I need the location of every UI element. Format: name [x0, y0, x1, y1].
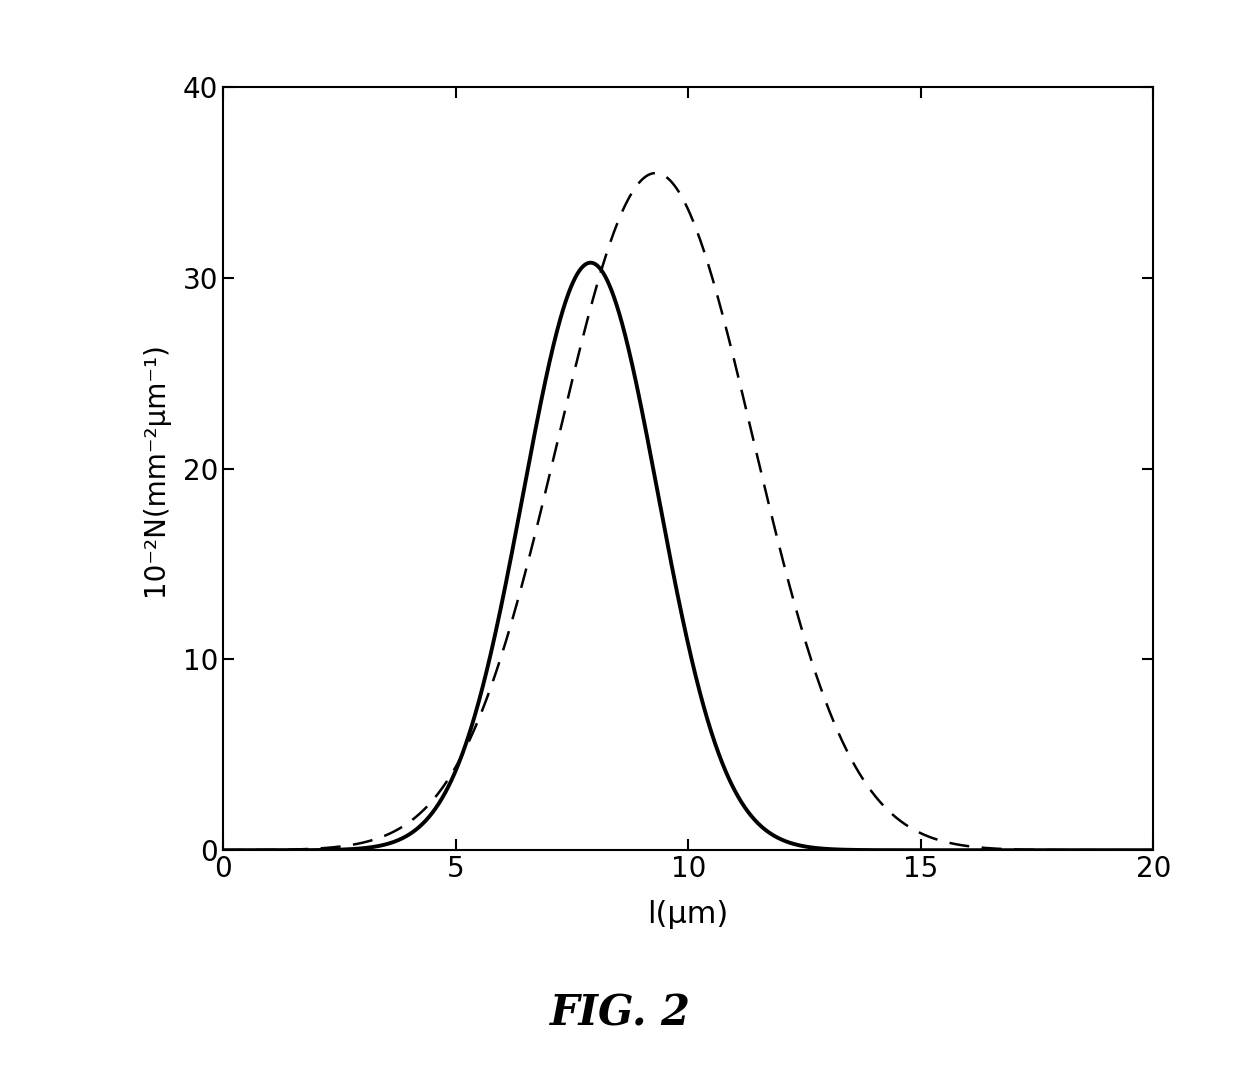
X-axis label: l(μm): l(μm) — [647, 899, 729, 929]
Text: FIG. 2: FIG. 2 — [549, 993, 691, 1034]
Y-axis label: 10⁻²N(mm⁻²μm⁻¹): 10⁻²N(mm⁻²μm⁻¹) — [141, 342, 169, 595]
